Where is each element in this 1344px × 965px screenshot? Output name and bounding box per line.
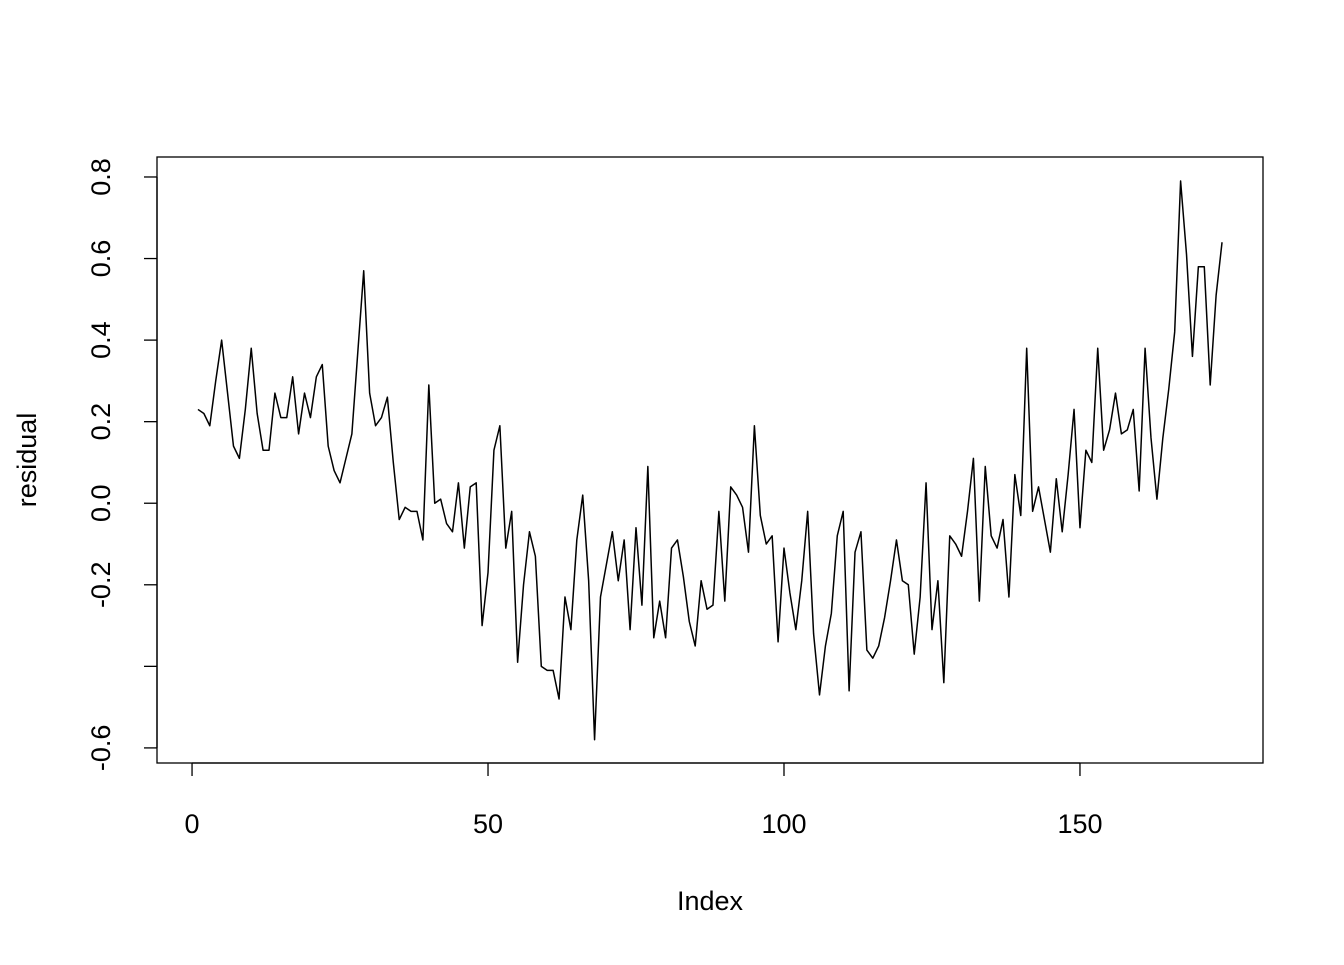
x-tick-label: 150 (1057, 809, 1102, 839)
data-line (197, 180, 1223, 741)
y-tick-label: 0.0 (86, 484, 116, 522)
y-tick-label: -0.6 (86, 725, 116, 772)
x-tick-label: 50 (473, 809, 503, 839)
y-tick-label: 0.6 (86, 240, 116, 278)
x-axis-label: Index (677, 886, 744, 916)
y-tick-label: 0.8 (86, 158, 116, 196)
y-tick-label: -0.2 (86, 562, 116, 609)
y-tick-label: 0.2 (86, 403, 116, 441)
x-tick-label: 0 (185, 809, 200, 839)
y-axis-label: residual (12, 413, 42, 508)
x-tick-label: 100 (761, 809, 806, 839)
y-tick-label: 0.4 (86, 321, 116, 359)
plot-frame (156, 156, 1264, 764)
